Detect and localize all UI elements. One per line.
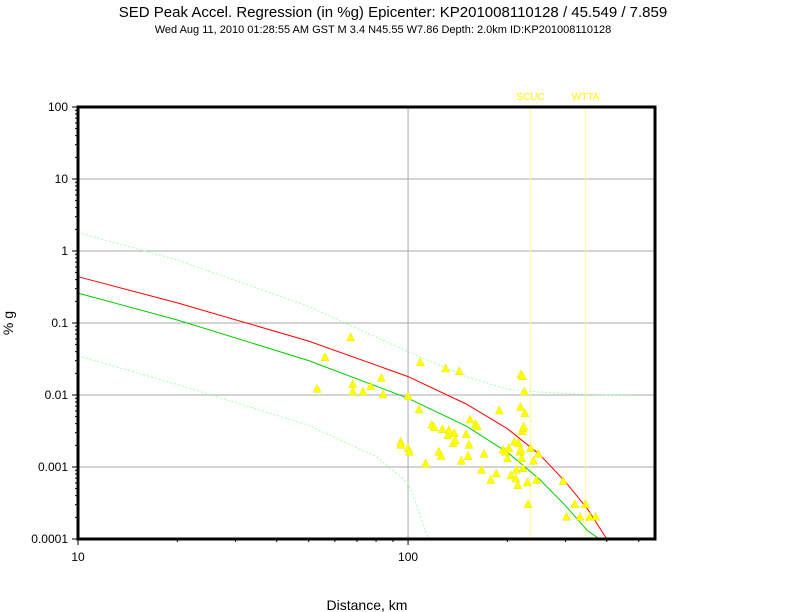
fit-lower-bound-line <box>77 355 429 540</box>
data-point-triangle <box>558 475 568 485</box>
data-point-triangle <box>519 421 529 431</box>
data-point-triangle <box>511 473 521 483</box>
y-tick-label: 1 <box>61 244 68 258</box>
data-point-triangle <box>454 366 464 376</box>
data-point-triangle <box>312 383 322 393</box>
y-tick-label: 100 <box>48 100 68 114</box>
data-point-triangle <box>517 371 527 380</box>
data-point-triangle <box>523 499 533 508</box>
station-markers: SCUC WTTA <box>516 92 600 539</box>
data-point-triangle <box>529 455 538 465</box>
y-tick-label: 10 <box>55 172 69 186</box>
chart-title: SED Peak Accel. Regression (in %g) Epice… <box>118 4 668 21</box>
data-point-triangle <box>346 332 356 342</box>
data-point-triangle <box>463 450 473 460</box>
data-points <box>312 332 600 521</box>
fit-line <box>77 292 600 540</box>
y-tick-label: 0.001 <box>38 460 68 474</box>
regression-line <box>77 276 608 540</box>
chart-subtitle: Wed Aug 11, 2010 01:28:55 AM GST M 3.4 N… <box>154 24 612 36</box>
data-point-triangle <box>516 444 526 454</box>
data-point-triangle <box>514 438 523 448</box>
data-point-triangle <box>486 474 496 484</box>
data-point-triangle <box>506 470 516 480</box>
data-point-triangle <box>416 357 425 367</box>
data-point-triangle <box>494 405 504 415</box>
x-tick-label: 100 <box>398 550 418 564</box>
data-point-triangle <box>477 464 486 474</box>
data-point-triangle <box>320 352 330 361</box>
data-point-triangle <box>591 511 600 521</box>
data-point-triangle <box>456 455 466 465</box>
data-point-triangle <box>516 401 525 411</box>
data-point-triangle <box>523 477 532 487</box>
station-label: WTTA <box>572 92 600 103</box>
data-point-triangle <box>376 372 386 382</box>
station-label: SCUC <box>516 92 544 103</box>
x-tick-label: 10 <box>71 550 85 564</box>
data-point-triangle <box>450 435 460 445</box>
data-point-triangle <box>532 474 541 484</box>
data-point-triangle <box>575 511 585 521</box>
regression-lines <box>77 232 639 540</box>
y-tick-label: 0.01 <box>45 388 69 402</box>
x-axis-label: Distance, km <box>327 597 408 612</box>
data-point-triangle <box>570 499 580 508</box>
data-point-triangle <box>562 511 571 521</box>
grid-lines <box>78 107 655 539</box>
data-point-triangle <box>520 408 530 417</box>
data-point-triangle <box>518 463 528 472</box>
axis-ticks: 0.0001 0.001 0.01 0.1 1 10 100 10 100 <box>31 100 640 564</box>
y-tick-label: 0.1 <box>51 316 68 330</box>
data-point-triangle <box>366 381 375 391</box>
data-point-triangle <box>441 363 451 373</box>
data-point-triangle <box>533 448 543 458</box>
data-point-triangle <box>437 424 447 433</box>
data-point-triangle <box>519 386 529 396</box>
data-point-triangle <box>512 464 521 474</box>
data-point-triangle <box>472 421 482 431</box>
data-point-triangle <box>504 443 514 452</box>
data-point-triangle <box>436 450 446 460</box>
data-point-triangle <box>358 386 368 396</box>
data-point-triangle <box>449 428 459 437</box>
data-point-triangle <box>581 499 590 508</box>
data-point-triangle <box>348 386 358 396</box>
data-point-triangle <box>585 511 595 521</box>
data-point-triangle <box>421 458 430 468</box>
data-point-triangle <box>479 448 489 458</box>
data-point-triangle <box>403 391 413 400</box>
data-point-triangle <box>465 414 475 424</box>
data-point-triangle <box>526 443 535 452</box>
data-point-triangle <box>444 425 454 434</box>
y-tick-label: 0.0001 <box>31 532 68 546</box>
data-point-triangle <box>461 429 471 439</box>
data-point-triangle <box>503 453 512 463</box>
data-point-triangle <box>429 422 439 432</box>
data-point-triangle <box>491 468 501 478</box>
fit-upper-bound-line <box>77 232 639 397</box>
y-axis-label: % g <box>0 311 16 335</box>
data-point-triangle <box>396 439 406 449</box>
data-point-triangle <box>378 389 388 399</box>
data-point-triangle <box>464 439 474 449</box>
data-point-triangle <box>414 404 424 414</box>
data-point-triangle <box>405 446 414 456</box>
data-point-triangle <box>517 453 527 463</box>
data-point-triangle <box>513 480 523 489</box>
